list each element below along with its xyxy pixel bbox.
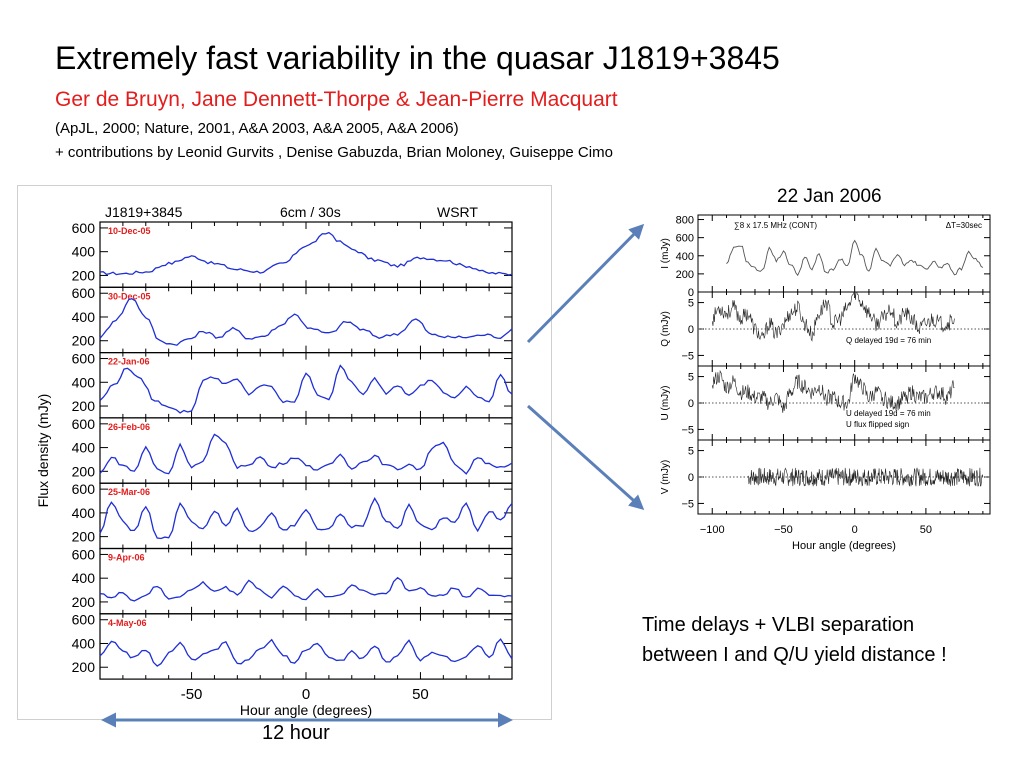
y-tick-label: 400 [72,635,96,651]
y-tick-label: 200 [72,463,96,479]
light-curve-trace [99,576,513,602]
y-tick-label: 200 [72,267,96,283]
x-tick-label: −50 [774,524,793,536]
panel-date-label: 9-Apr-06 [108,553,145,563]
y-tick-label: 5 [688,372,694,384]
right-x-axis-label: Hour angle (degrees) [792,540,896,552]
panel-i-sampling-label: ΔT=30sec [946,221,982,230]
panel-i-band-label: ∑8 x 17.5 MHz (CONT) [734,221,817,230]
y-tick-label: 200 [72,659,96,675]
y-tick-label: 200 [72,594,96,610]
light-curve-trace [99,638,513,667]
authors-line: Ger de Bruyn, Jane Dennett-Thorpe & Jean… [55,88,618,111]
x-tick-label: 0 [852,524,858,536]
y-tick-label: 600 [676,233,694,245]
panel-date-label: 10-Dec-05 [108,226,151,236]
panel-u-annotation-1: U delayed 19d = 76 min [846,409,931,418]
panel-date-label: 25-Mar-06 [108,487,150,497]
y-tick-label: 400 [72,244,96,260]
polarization-trace [726,239,984,277]
y-tick-label: 400 [72,309,96,325]
right-y-axis-label-panel_U: U (mJy) [660,386,671,421]
left-figure-frame [17,185,552,720]
y-tick-label: 600 [72,481,96,497]
y-tick-label: 0 [688,472,694,484]
right-y-axis-label-panel_V: V (mJy) [660,460,671,494]
time-delay-note: Time delays + VLBI separation between I … [642,610,947,670]
light-curve-trace [99,298,513,346]
y-tick-label: 200 [72,529,96,545]
y-tick-label: −5 [681,350,694,362]
panel-u-annotation-2: U flux flipped sign [846,420,909,429]
right-figure-date: 22 Jan 2006 [777,186,882,207]
arrow-to-top-right [526,223,645,344]
left-y-axis-label: Flux density (mJy) [35,394,51,508]
arrow-to-bottom-right [526,404,645,511]
y-tick-label: 600 [72,285,96,301]
panel-date-label: 26-Feb-06 [108,422,150,432]
light-curve-trace [99,364,513,414]
polarization-trace [747,467,984,487]
x-tick-label: -50 [181,686,203,703]
contributions-line: + contributions by Leonid Gurvits , Deni… [55,144,613,161]
left-header-telescope: WSRT [437,204,478,220]
y-tick-label: −5 [681,498,694,510]
note-line-1: Time delays + VLBI separation [642,614,915,636]
y-tick-label: 600 [72,416,96,432]
light-curve-trace [99,433,513,475]
light-curve-trace [99,231,513,276]
y-tick-label: 400 [72,440,96,456]
y-tick-label: 600 [72,220,96,236]
left-header-band: 6cm / 30s [280,204,341,220]
y-tick-label: 5 [688,446,694,458]
x-tick-label: 50 [412,686,429,703]
note-line-2: between I and Q/U yield distance ! [642,644,947,666]
light-curve-trace [99,497,513,540]
polarization-trace [711,370,955,413]
y-tick-label: 400 [72,570,96,586]
y-tick-label: 600 [72,546,96,562]
y-tick-label: −5 [681,424,694,436]
left-header-source: J1819+3845 [105,204,183,220]
panel-date-label: 22-Jan-06 [108,357,150,367]
y-tick-label: 800 [676,215,694,227]
y-tick-label: 400 [676,251,694,263]
slide-title: Extremely fast variability in the quasar… [55,40,780,76]
twelve-hour-label: 12 hour [262,722,330,744]
y-tick-label: 5 [688,298,694,310]
y-tick-label: 400 [72,505,96,521]
y-tick-label: 0 [688,324,694,336]
right-y-axis-label-panel_I: I (mJy) [660,238,671,269]
x-tick-label: 0 [302,686,310,703]
panel-date-label: 4-May-06 [108,618,147,628]
y-tick-label: 400 [72,374,96,390]
panel-q-annotation: Q delayed 19d = 76 min [846,336,931,345]
y-tick-label: 200 [676,269,694,281]
x-tick-label: −100 [700,524,725,536]
y-tick-label: 600 [72,351,96,367]
y-tick-label: 0 [688,398,694,410]
y-tick-label: 200 [72,333,96,349]
x-tick-label: 50 [920,524,932,536]
y-tick-label: 600 [72,612,96,628]
y-tick-label: 200 [72,398,96,414]
right-y-axis-label-panel_Q: Q (mJy) [660,311,671,347]
polarization-trace [711,291,955,342]
y-tick-label: 0 [688,287,694,299]
references-line: (ApJL, 2000; Nature, 2001, A&A 2003, A&A… [55,120,459,137]
panel-date-label: 30-Dec-05 [108,291,151,301]
